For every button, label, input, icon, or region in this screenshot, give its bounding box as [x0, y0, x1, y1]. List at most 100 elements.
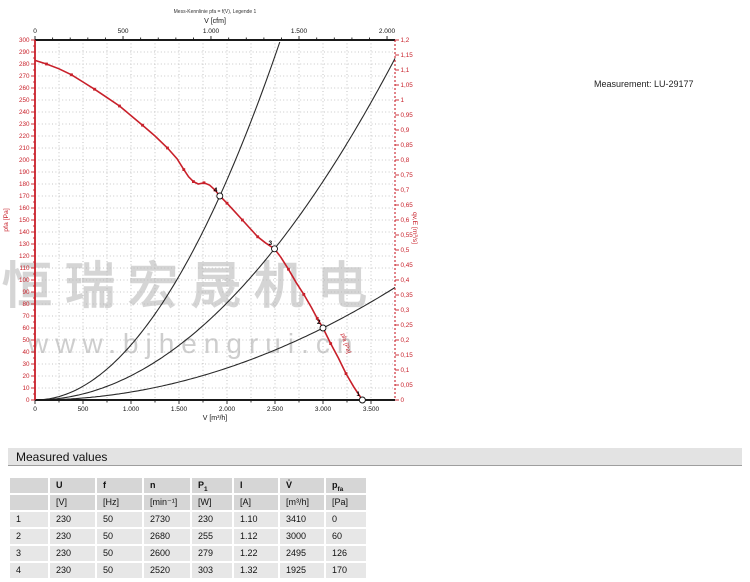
table-cell: I — [234, 478, 278, 493]
y-right-tick-label: 0,2 — [401, 337, 410, 344]
table-cell: 1.32 — [234, 563, 278, 578]
y-left-tick-label: 210 — [19, 145, 30, 152]
table-cell: 255 — [192, 529, 232, 544]
x-top-axis: 0 500 1.000 1.500 2.000 V [cfm] Mess-Kennlinie… — [33, 9, 396, 40]
table-cell: f — [97, 478, 142, 493]
y-left-tick-label: 160 — [19, 205, 30, 212]
table-cell: 170 — [326, 563, 366, 578]
y-right-tick-label: 1,15 — [401, 52, 414, 59]
table-cell: 230 — [192, 512, 232, 527]
curve-marker — [93, 87, 96, 91]
table-cell: [m³/h] — [280, 495, 324, 510]
table-cell: [Hz] — [97, 495, 142, 510]
y-right-tick-label: 0,95 — [401, 112, 414, 119]
table-cell: 2600 — [144, 546, 190, 561]
x-top-title: V [cfm] — [204, 18, 226, 25]
system-curve-3 — [35, 58, 396, 401]
x-tick-label: 3.000 — [315, 406, 332, 413]
x-top-tick-label: 2.000 — [379, 28, 396, 35]
table-cell: 3410 — [280, 512, 324, 527]
y-right-tick-label: 0,35 — [401, 292, 414, 299]
y-left-tick-label: 190 — [19, 169, 30, 176]
y-right-tick-label: 0,1 — [401, 367, 410, 374]
y-right-tick-label: 0 — [401, 397, 405, 404]
table-cell: 126 — [326, 546, 366, 561]
table-cell: 3 — [10, 546, 48, 561]
y-right-tick-label: 0,15 — [401, 352, 414, 359]
x-bottom-axis: 0 500 1.000 1.500 2.000 2.500 3.000 3.500 V [m³/… — [33, 400, 380, 422]
table-cell: [V] — [50, 495, 95, 510]
y-right-tick-label: 1 — [401, 97, 405, 104]
table-cell: 230 — [50, 563, 95, 578]
y-left-tick-label: 240 — [19, 109, 30, 116]
y-left-tick-label: 280 — [19, 61, 30, 68]
operating-point-number: 1 — [356, 391, 360, 398]
y-left-tick-label: 250 — [19, 97, 30, 104]
table-cell: 230 — [50, 529, 95, 544]
system-curve-2 — [35, 287, 396, 401]
curve-marker — [240, 218, 244, 222]
x-top-tick-label: 1.000 — [203, 28, 220, 35]
table-cell: 50 — [97, 529, 142, 544]
y-left-tick-label: 140 — [19, 229, 30, 236]
curve-marker — [344, 372, 348, 375]
table-cell: U — [50, 478, 95, 493]
y-left-tick-label: 230 — [19, 121, 30, 128]
y-right-tick-label: 0,6 — [401, 217, 410, 224]
y-left-tick-label: 70 — [22, 313, 30, 320]
x-tick-label: 3.500 — [363, 406, 380, 413]
y-right-tick-label: 0,9 — [401, 127, 410, 134]
x-tick-label: 2.500 — [267, 406, 284, 413]
y-right-tick-label: 0,05 — [401, 382, 414, 389]
y-left-tick-label: 80 — [22, 301, 30, 308]
operating-point-4 — [216, 192, 224, 200]
table-row: [V] [Hz] [min⁻¹] [W] [A] [m³/h] [Pa] — [10, 495, 368, 510]
table-cell: 50 — [97, 512, 142, 527]
table-cell: 50 — [97, 563, 142, 578]
table-cell: 50 — [97, 546, 142, 561]
curve-marker — [141, 123, 144, 127]
y-left-tick-label: 90 — [22, 289, 30, 296]
operating-point-number: 2 — [317, 319, 321, 326]
pressure-curve: pfa [Pa] — [34, 59, 364, 402]
curve-marker — [202, 181, 206, 185]
curve-marker — [45, 62, 48, 66]
y-right-tick-label: 0,55 — [401, 232, 414, 239]
table-row: 3 230 50 2600 279 1.22 2495 126 — [10, 546, 368, 561]
y-left-tick-label: 100 — [19, 277, 30, 284]
curve-marker — [315, 317, 319, 320]
curve-marker — [166, 146, 169, 150]
curve-marker — [287, 267, 290, 271]
y-left-tick-label: 180 — [19, 181, 30, 188]
table-cell: V̇ — [280, 478, 324, 493]
table-cell: pfa — [326, 478, 366, 493]
table-cell: 1.22 — [234, 546, 278, 561]
grid — [35, 40, 395, 400]
x-tick-label: 1.000 — [123, 406, 140, 413]
system-curve-4 — [35, 41, 281, 401]
y-right-tick-label: 0,4 — [401, 277, 410, 284]
table-cell: 60 — [326, 529, 366, 544]
curve-marker — [182, 168, 186, 171]
y-right-tick-label: 0,5 — [401, 247, 410, 254]
curve-label: pfa [Pa] — [339, 333, 351, 355]
y-left-axis: 0 10 20 30 40 50 60 70 80 90 100 110 120 130 140 150 160… — [3, 37, 35, 404]
y-right-tick-label: 1,2 — [401, 37, 410, 44]
table-cell: 4 — [10, 563, 48, 578]
y-left-title: pfa [Pa] — [3, 208, 10, 232]
y-left-tick-label: 170 — [19, 193, 30, 200]
table-cell — [10, 495, 48, 510]
measurement-id-label: Measurement: LU-29177 — [594, 79, 694, 89]
curve-marker — [118, 104, 121, 108]
operating-point-number: 3 — [269, 240, 273, 247]
table-cell: 3000 — [280, 529, 324, 544]
pfa-curve — [34, 59, 364, 401]
table-cell: 230 — [50, 512, 95, 527]
x-top-tick-label: 1.500 — [291, 28, 308, 35]
y-left-tick-label: 30 — [22, 361, 30, 368]
curve-marker — [70, 73, 73, 77]
y-right-tick-label: 1,1 — [401, 67, 410, 74]
